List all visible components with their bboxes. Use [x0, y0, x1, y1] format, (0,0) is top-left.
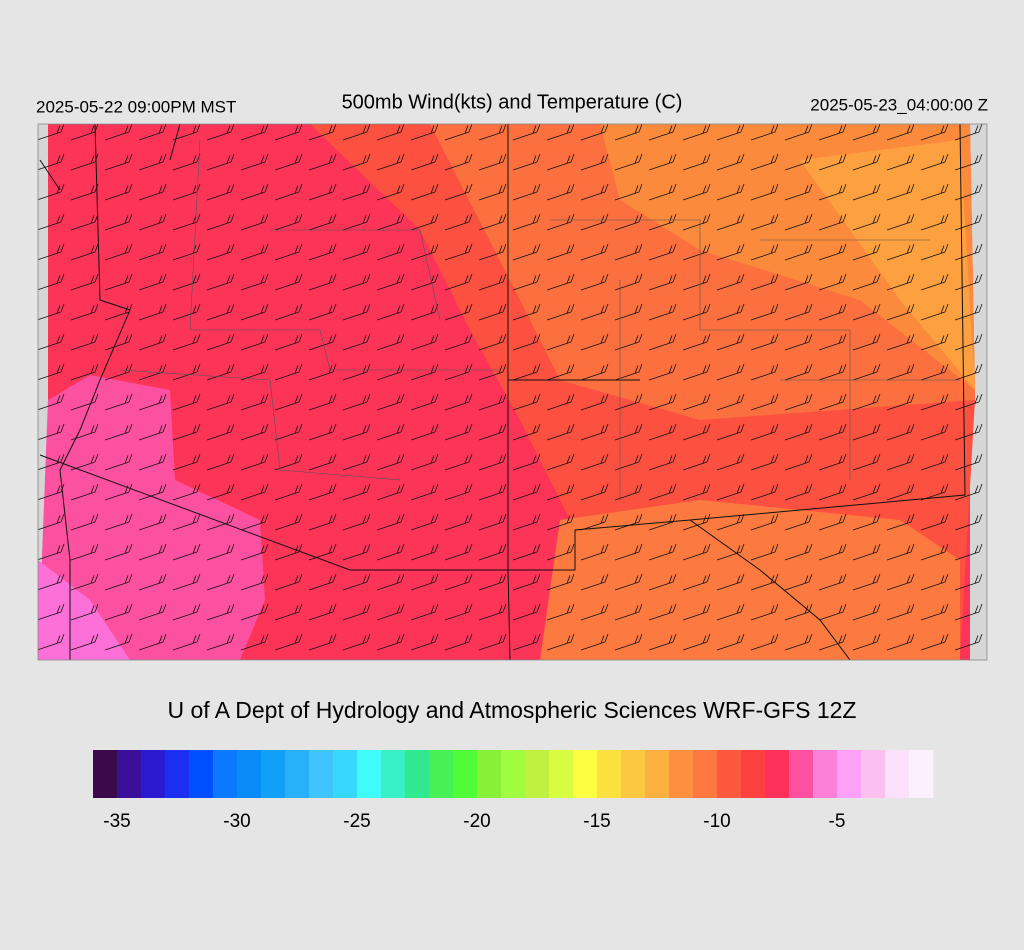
credit: U of A Dept of Hydrology and Atmospheric…	[167, 697, 856, 723]
colorbar-tick-label: -35	[103, 811, 130, 832]
colorbar-tick-label: -15	[583, 811, 610, 832]
colorbar-tick-label: -5	[829, 811, 846, 832]
colorbar: -35 -30 -25 -20 -15 -10 -5	[93, 750, 934, 832]
colorbar-box	[333, 750, 358, 798]
colorbar-box	[141, 750, 166, 798]
colorbar-box	[405, 750, 430, 798]
colorbar-tick-label: -10	[703, 811, 730, 832]
colorbar-tick-label: -25	[343, 811, 370, 832]
colorbar-box	[765, 750, 790, 798]
colorbar-box	[837, 750, 862, 798]
map	[38, 124, 987, 660]
county-lines	[119, 139, 960, 500]
colorbar-box	[213, 750, 238, 798]
colorbar-box	[525, 750, 550, 798]
colorbar-box	[165, 750, 190, 798]
colorbar-box	[597, 750, 622, 798]
colorbar-box	[261, 750, 286, 798]
colorbar-box	[549, 750, 574, 798]
colorbar-box	[669, 750, 694, 798]
colorbar-box	[909, 750, 934, 798]
colorbar-box	[285, 750, 310, 798]
borders	[39, 124, 966, 660]
colorbar-box	[861, 750, 886, 798]
colorbar-box	[621, 750, 646, 798]
colorbar-box	[117, 750, 142, 798]
wind-barbs	[38, 124, 987, 660]
colorbar-box	[309, 750, 334, 798]
valid-time-local: 2025-05-22 09:00PM MST	[36, 97, 236, 116]
map-frame	[37, 123, 988, 661]
colorbar-box	[717, 750, 742, 798]
colorbar-box	[453, 750, 478, 798]
colorbar-box	[381, 750, 406, 798]
colorbar-box	[93, 750, 118, 798]
colorbar-box	[429, 750, 454, 798]
colorbar-box	[789, 750, 814, 798]
colorbar-box	[645, 750, 670, 798]
colorbar-box	[477, 750, 502, 798]
colorbar-tick-label: -20	[463, 811, 490, 832]
colorbar-box	[357, 750, 382, 798]
colorbar-box	[741, 750, 766, 798]
colorbar-box	[693, 750, 718, 798]
map-title: 500mb Wind(kts) and Temperature (C)	[342, 91, 683, 113]
valid-time-utc: 2025-05-23_04:00:00 Z	[810, 95, 988, 114]
colorbar-box	[885, 750, 910, 798]
colorbar-box	[237, 750, 262, 798]
colorbar-box	[573, 750, 598, 798]
colorbar-box	[189, 750, 214, 798]
colorbar-box	[813, 750, 838, 798]
colorbar-tick-label: -30	[223, 811, 250, 832]
colorbar-box	[501, 750, 526, 798]
